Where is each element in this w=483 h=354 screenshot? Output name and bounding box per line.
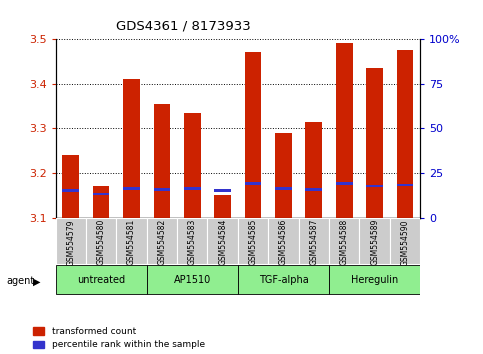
Bar [238,265,329,294]
Bar [305,122,322,218]
Text: TGF-alpha: TGF-alpha [258,275,308,285]
Bar [93,193,110,195]
Bar [390,218,420,264]
Text: GSM554580: GSM554580 [97,219,106,266]
Bar [147,218,177,264]
Text: untreated: untreated [77,275,125,285]
Text: GSM554588: GSM554588 [340,219,349,266]
Text: GSM554579: GSM554579 [66,219,75,266]
Legend: transformed count, percentile rank within the sample: transformed count, percentile rank withi… [33,327,205,349]
Bar [154,188,170,191]
Bar [275,133,292,218]
Bar [123,79,140,218]
Text: GDS4361 / 8173933: GDS4361 / 8173933 [116,19,251,33]
Bar [184,113,200,218]
Bar [56,265,147,294]
Bar [184,187,200,190]
Bar [397,50,413,218]
Bar [329,265,420,294]
Bar [329,218,359,264]
Bar [93,187,110,218]
Bar [177,218,208,264]
Bar [245,182,261,185]
Bar [147,265,238,294]
Bar [208,218,238,264]
Bar [245,52,261,218]
Text: Heregulin: Heregulin [351,275,398,285]
Bar [238,218,268,264]
Bar [116,218,147,264]
Bar [298,218,329,264]
Bar [305,188,322,191]
Bar [336,182,353,185]
Text: GSM554586: GSM554586 [279,219,288,266]
Bar [268,218,298,264]
Bar [214,195,231,218]
Bar [56,218,86,264]
Bar [62,189,79,192]
Bar [62,155,79,218]
Bar [86,218,116,264]
Bar [336,44,353,218]
Text: GSM554585: GSM554585 [249,219,257,266]
Text: GSM554589: GSM554589 [370,219,379,266]
Text: GSM554590: GSM554590 [400,219,410,266]
Text: GSM554581: GSM554581 [127,219,136,266]
Bar [154,104,170,218]
Bar [366,68,383,218]
Text: GSM554582: GSM554582 [157,219,167,266]
Text: AP1510: AP1510 [174,275,211,285]
Text: agent: agent [6,276,34,286]
Bar [359,218,390,264]
Bar [366,185,383,187]
Text: GSM554587: GSM554587 [309,219,318,266]
Bar [275,187,292,190]
Bar [123,187,140,190]
Bar [397,184,413,187]
Bar [214,189,231,192]
Text: GSM554583: GSM554583 [188,219,197,266]
Text: ▶: ▶ [33,276,41,286]
Text: GSM554584: GSM554584 [218,219,227,266]
